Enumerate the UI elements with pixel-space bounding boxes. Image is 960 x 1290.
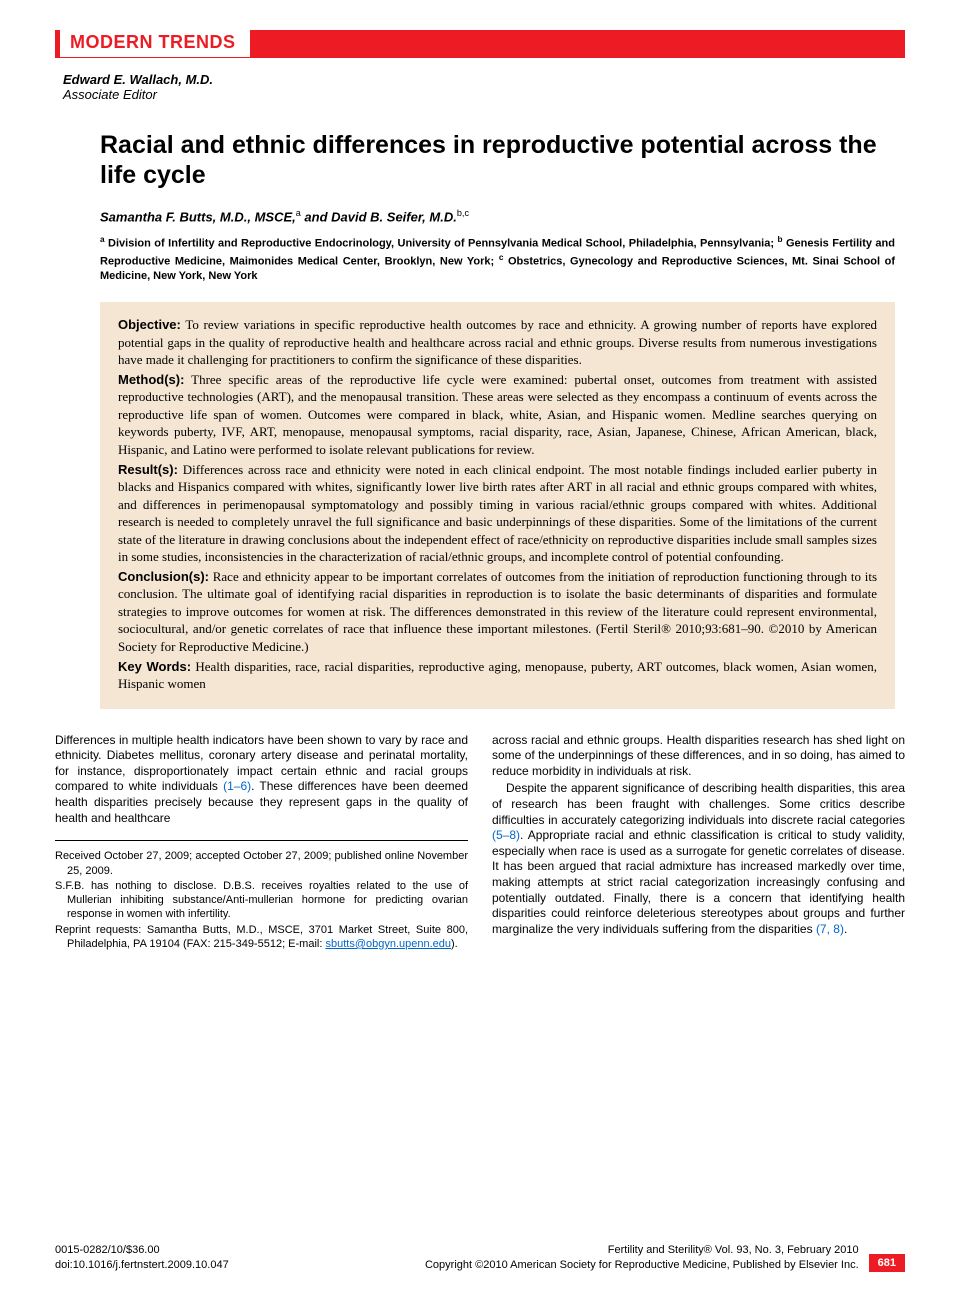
note-reprint: Reprint requests: Samantha Butts, M.D., … [55, 923, 468, 952]
body-right-p2-mid: . Appropriate racial and ethnic classifi… [492, 828, 905, 936]
affiliations: a Division of Infertility and Reproducti… [100, 234, 895, 284]
section-label: MODERN TRENDS [60, 28, 250, 57]
abs-label-conclusions: Conclusion(s): [118, 569, 209, 584]
abstract-results: Result(s): Differences across race and e… [118, 461, 877, 566]
abs-text-objective: To review variations in specific reprodu… [118, 317, 877, 367]
body-right-p1: across racial and ethnic groups. Health … [492, 733, 905, 780]
editor-name: Edward E. Wallach, M.D. [63, 72, 905, 87]
editor-block: Edward E. Wallach, M.D. Associate Editor [63, 72, 905, 102]
footer-issn: 0015-0282/10/$36.00 [55, 1243, 229, 1257]
abstract-box: Objective: To review variations in speci… [100, 302, 895, 708]
note-received: Received October 27, 2009; accepted Octo… [55, 849, 468, 878]
body-right-p2-pre: Despite the apparent significance of des… [492, 781, 905, 826]
authors: Samantha F. Butts, M.D., MSCE,a and Davi… [100, 208, 895, 224]
ref-link-7-8[interactable]: (7, 8) [816, 922, 844, 936]
note-disclosure: S.F.B. has nothing to disclose. D.B.S. r… [55, 879, 468, 922]
article-title: Racial and ethnic differences in reprodu… [100, 130, 895, 190]
reprint-email-link[interactable]: sbutts@obgyn.upenn.edu [325, 938, 451, 950]
footer-right-text: Fertility and Sterility® Vol. 93, No. 3,… [425, 1243, 859, 1272]
notes-divider [55, 840, 468, 841]
editor-role: Associate Editor [63, 87, 905, 102]
ref-link-1-6[interactable]: (1–6) [223, 779, 251, 793]
footer-right: Fertility and Sterility® Vol. 93, No. 3,… [425, 1243, 905, 1272]
abstract-methods: Method(s): Three specific areas of the r… [118, 371, 877, 459]
abs-label-results: Result(s): [118, 462, 178, 477]
ref-link-5-8[interactable]: (5–8) [492, 828, 520, 842]
abstract-keywords: Key Words: Health disparities, race, rac… [118, 658, 877, 693]
abstract-conclusions: Conclusion(s): Race and ethnicity appear… [118, 568, 877, 656]
left-column: Differences in multiple health indicator… [55, 733, 468, 953]
abs-text-results: Differences across race and ethnicity we… [118, 462, 877, 565]
footer-left: 0015-0282/10/$36.00 doi:10.1016/j.fertns… [55, 1243, 229, 1272]
article-content: Racial and ethnic differences in reprodu… [100, 130, 895, 709]
footer-journal: Fertility and Sterility® Vol. 93, No. 3,… [425, 1243, 859, 1257]
abs-text-conclusions: Race and ethnicity appear to be importan… [118, 569, 877, 654]
abs-text-methods: Three specific areas of the reproductive… [118, 372, 877, 457]
abs-label-keywords: Key Words: [118, 659, 191, 674]
body-left-p1: Differences in multiple health indicator… [55, 733, 468, 827]
abs-text-keywords: Health disparities, race, racial dispari… [118, 659, 877, 692]
note-reprint-post: ). [451, 938, 458, 950]
footer-copyright: Copyright ©2010 American Society for Rep… [425, 1258, 859, 1272]
abstract-objective: Objective: To review variations in speci… [118, 316, 877, 369]
right-column: across racial and ethnic groups. Health … [492, 733, 905, 953]
page-number-badge: 681 [869, 1254, 905, 1272]
body-right-p2-post: . [844, 922, 847, 936]
footer-doi: doi:10.1016/j.fertnstert.2009.10.047 [55, 1258, 229, 1272]
page-footer: 0015-0282/10/$36.00 doi:10.1016/j.fertns… [55, 1243, 905, 1272]
abs-label-objective: Objective: [118, 317, 181, 332]
body-right-p2: Despite the apparent significance of des… [492, 781, 905, 937]
abs-label-methods: Method(s): [118, 372, 184, 387]
article-notes: Received October 27, 2009; accepted Octo… [55, 849, 468, 951]
body-columns: Differences in multiple health indicator… [55, 733, 905, 953]
